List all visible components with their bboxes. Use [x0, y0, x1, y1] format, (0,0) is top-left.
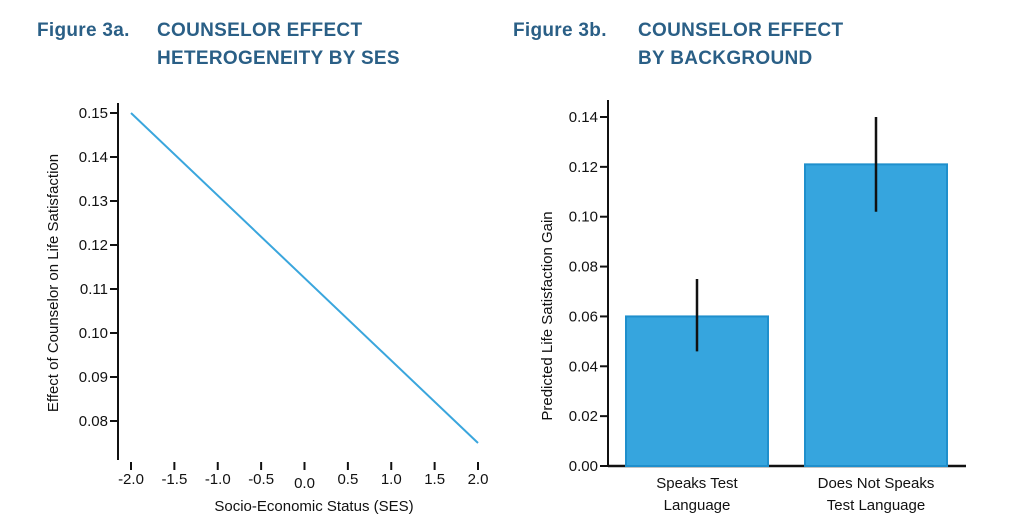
a-y-tick-label-0: 0.08	[79, 413, 108, 430]
a-y-tick-label-3: 0.11	[80, 281, 108, 298]
a-x-tick-label-0: -2.0	[118, 471, 144, 488]
b-y-tick-label-5: 0.10	[569, 209, 598, 226]
figure-b-label: Figure 3b.	[513, 20, 607, 41]
b-y-tick-label-0: 0.00	[569, 458, 598, 475]
a-y-tick-label-1: 0.09	[79, 369, 108, 386]
b-y-tick-label-3: 0.06	[569, 308, 598, 325]
b-y-tick-label-2: 0.04	[569, 358, 598, 375]
b-y-tick-label-4: 0.08	[569, 259, 598, 276]
a-x-axis-title: Socio-Economic Status (SES)	[214, 498, 413, 515]
a-y-tick-label-2: 0.10	[79, 325, 108, 342]
figure-b-title: COUNSELOR EFFECT BY BACKGROUND	[638, 20, 844, 69]
a-x-tick-label-7: 1.5	[424, 471, 445, 488]
a-series-line-0	[130, 112, 479, 444]
b-y-tick-label-1: 0.02	[569, 408, 598, 425]
a-x-tick-label-5: 0.5	[337, 471, 358, 488]
b-category-label-1-line-0: Does Not Speaks	[818, 475, 935, 492]
a-y-axis-title: Effect of Counselor on Life Satisfaction	[45, 154, 62, 412]
b-y-axis-title: Predicted Life Satisfaction Gain	[539, 211, 556, 420]
b-category-label-0-line-0: Speaks Test	[656, 475, 738, 492]
a-x-tick-label-1: -1.5	[161, 471, 187, 488]
b-y-tick-label-6: 0.12	[569, 159, 598, 176]
b-y-tick-label-7: 0.14	[569, 109, 598, 126]
b-bar-1	[804, 163, 948, 467]
a-y-tick-label-5: 0.13	[79, 193, 108, 210]
a-x-tick-label-8: 2.0	[468, 471, 489, 488]
b-category-label-0-line-1: Language	[664, 497, 731, 514]
a-y-tick-label-7: 0.15	[79, 105, 108, 122]
a-y-tick-label-4: 0.12	[79, 237, 108, 254]
b-category-label-1-line-1: Test Language	[827, 497, 925, 514]
figure-a-title: COUNSELOR EFFECT HETEROGENEITY BY SES	[157, 20, 400, 69]
a-x-tick-label-2: -1.0	[205, 471, 231, 488]
figure-a-label: Figure 3a.	[37, 20, 130, 41]
a-x-tick-label-6: 1.0	[381, 471, 402, 488]
a-x-tick-label-3: -0.5	[248, 471, 274, 488]
a-x-tick-label-4: 0.0	[294, 475, 315, 492]
a-y-tick-label-6: 0.14	[79, 149, 108, 166]
